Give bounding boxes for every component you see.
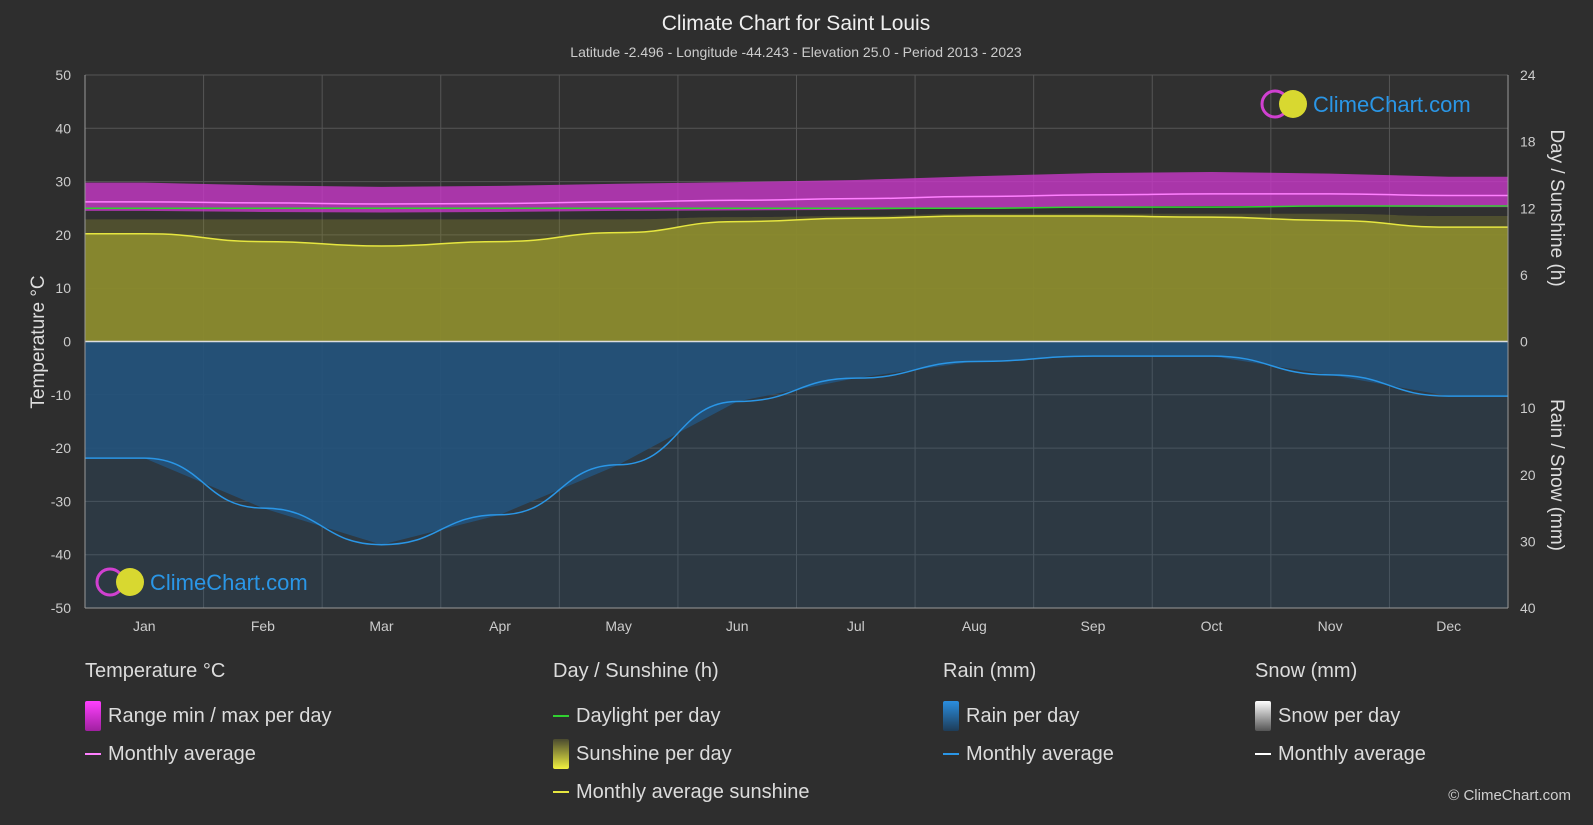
legend-item: Range min / max per day (85, 697, 331, 735)
x-tick-label: May (605, 618, 631, 634)
y-right-bottom-tick-label: 20 (1520, 467, 1536, 483)
legend-rain: Rain (mm) Rain per day Monthly average (943, 660, 1114, 773)
y-left-tick-label: 20 (55, 227, 71, 243)
x-tick-label: Jul (847, 618, 865, 634)
y-right-bottom-tick-label: 40 (1520, 600, 1536, 616)
rain-swatch-icon (943, 701, 959, 731)
x-tick-label: Mar (369, 618, 393, 634)
logo-sun-icon (116, 568, 144, 596)
legend-header: Snow (mm) (1255, 660, 1358, 682)
x-tick-label: Jun (726, 618, 749, 634)
legend-label: Range min / max per day (108, 704, 332, 727)
legend-label: Rain per day (966, 704, 1080, 727)
y-left-axis-label: Temperature °C (28, 275, 49, 408)
logo-sun-icon (1279, 90, 1307, 118)
y-left-tick-label: 0 (63, 334, 71, 350)
logo-text: ClimeChart.com (150, 570, 308, 595)
y-right-top-tick-label: 12 (1520, 200, 1536, 216)
rain-per-day-area (85, 341, 1508, 608)
x-tick-label: Feb (251, 618, 275, 634)
y-left-tick-label: -40 (51, 547, 71, 563)
y-right-top-tick-label: 24 (1520, 67, 1536, 83)
legend-snow: Snow (mm) Snow per day Monthly average (1255, 660, 1426, 773)
logo-top: ClimeChart.com (1260, 89, 1471, 119)
y-left-tick-label: 50 (55, 67, 71, 83)
legend-header: Day / Sunshine (h) (553, 660, 719, 682)
legend-header: Rain (mm) (943, 660, 1037, 682)
y-left-tick-label: -20 (51, 440, 71, 456)
daylight-line (84, 205, 1508, 209)
range-swatch-icon (85, 701, 101, 731)
line-swatch-icon (85, 753, 101, 755)
logo-bottom: ClimeChart.com (95, 567, 308, 597)
snow-swatch-icon (1255, 701, 1271, 731)
legend-sunshine: Day / Sunshine (h) Daylight per day Suns… (553, 660, 809, 811)
legend-item: Monthly average (943, 735, 1114, 773)
legend-item: Monthly average (85, 735, 331, 773)
axes: 50 40 30 20 10 0 -10 -20 -30 -40 -50 24 18 12 6 0 10 20 30… (51, 67, 1536, 634)
temperature-average-line (84, 193, 1508, 205)
y-right-top-tick-label: 0 (1520, 334, 1528, 350)
legend-item: Monthly average (1255, 735, 1426, 773)
copyright-text: © ClimeChart.com (1448, 787, 1571, 804)
legend-item: Monthly average sunshine (553, 773, 809, 811)
x-tick-label: Apr (489, 618, 511, 634)
legend-label: Daylight per day (576, 704, 721, 727)
y-right-bottom-tick-label: 30 (1520, 533, 1536, 549)
x-tick-label: Jan (133, 618, 156, 634)
y-left-tick-label: -10 (51, 387, 71, 403)
x-tick-label: Oct (1201, 618, 1223, 634)
line-swatch-icon (553, 791, 569, 793)
y-left-tick-label: 30 (55, 174, 71, 190)
legend-header: Temperature °C (85, 660, 226, 682)
y-left-tick-label: -30 (51, 493, 71, 509)
legend-label: Monthly average (966, 742, 1114, 765)
sunshine-swatch-icon (553, 739, 569, 769)
rain-area (85, 341, 1508, 545)
legend-item: Daylight per day (553, 697, 809, 735)
y-right-bottom-axis-label: Rain / Snow (mm) (1546, 399, 1567, 551)
line-swatch-icon (943, 753, 959, 755)
chart-title: Climate Chart for Saint Louis (662, 12, 930, 35)
legend-label: Monthly average (1278, 742, 1426, 765)
line-swatch-icon (553, 715, 569, 717)
line-swatch-icon (1255, 753, 1271, 755)
temperature-range-band (85, 172, 1508, 213)
y-left-tick-label: -50 (51, 600, 71, 616)
legend-label: Sunshine per day (576, 742, 732, 765)
chart-subtitle: Latitude -2.496 - Longitude -44.243 - El… (570, 44, 1022, 60)
legend-temperature: Temperature °C Range min / max per day M… (85, 660, 331, 773)
legend-label: Snow per day (1278, 704, 1401, 727)
y-right-top-tick-label: 6 (1520, 267, 1528, 283)
sunshine-area (85, 216, 1508, 342)
y-right-bottom-tick-label: 10 (1520, 400, 1536, 416)
legend-item: Sunshine per day (553, 735, 809, 773)
sunshine-average-line (85, 215, 1508, 247)
rain-average-line (84, 355, 1508, 546)
legend-label: Monthly average (108, 742, 256, 765)
plot-area (84, 74, 1509, 609)
y-right-top-tick-label: 18 (1520, 134, 1536, 150)
legend-item: Rain per day (943, 697, 1114, 735)
x-tick-label: Aug (962, 618, 987, 634)
x-tick-label: Sep (1080, 618, 1105, 634)
sunshine-per-day-area (85, 213, 1508, 342)
y-left-tick-label: 40 (55, 120, 71, 136)
legend-label: Monthly average sunshine (576, 780, 810, 803)
x-tick-label: Dec (1436, 618, 1461, 634)
y-left-tick-label: 10 (55, 280, 71, 296)
legend-item: Snow per day (1255, 697, 1426, 735)
y-right-top-axis-label: Day / Sunshine (h) (1546, 129, 1567, 286)
x-tick-label: Nov (1318, 618, 1343, 634)
logo-text: ClimeChart.com (1313, 92, 1471, 117)
